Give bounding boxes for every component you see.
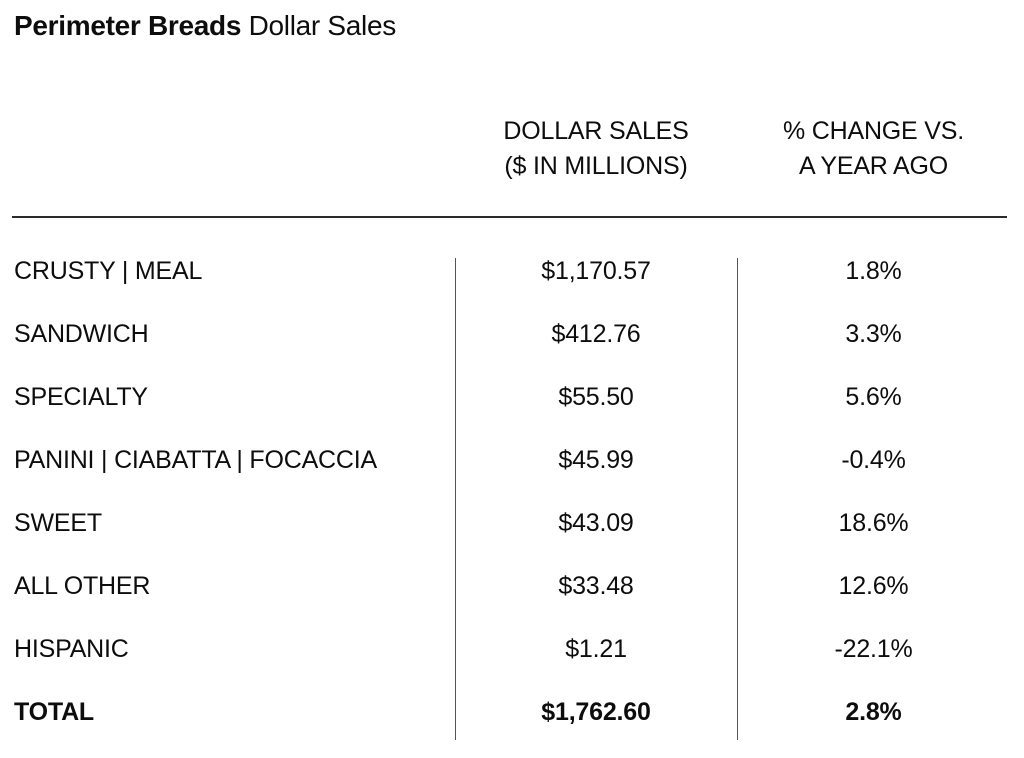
- pct-change-cell: -0.4%: [841, 446, 906, 474]
- table-row-total: TOTAL $1,762.60 2.8%: [0, 681, 1024, 744]
- table-row: SPECIALTY $55.50 5.6%: [0, 366, 1024, 429]
- dollar-sales-cell: $1,762.60: [541, 698, 651, 726]
- pct-change-cell: 2.8%: [845, 698, 902, 726]
- table-row: PANINI | CIABATTA | FOCACCIA $45.99 -0.4…: [0, 429, 1024, 492]
- column-header-dollar-sales: DOLLAR SALES ($ IN MILLIONS): [455, 114, 737, 184]
- pct-change-cell: 3.3%: [845, 320, 902, 348]
- page-title: Perimeter Breads Dollar Sales: [14, 10, 396, 42]
- column-header-pct-change-line2: A YEAR AGO: [798, 152, 948, 180]
- category-cell: SWEET: [14, 509, 102, 537]
- dollar-sales-cell: $33.48: [558, 572, 634, 600]
- pct-change-cell: 1.8%: [845, 257, 902, 285]
- pct-change-cell: 12.6%: [838, 572, 909, 600]
- column-divider-1: [455, 258, 456, 740]
- pct-change-cell: 18.6%: [838, 509, 909, 537]
- column-header-dollar-sales-line2: ($ IN MILLIONS): [504, 152, 688, 180]
- table-row: SANDWICH $412.76 3.3%: [0, 303, 1024, 366]
- pct-change-cell: -22.1%: [834, 635, 913, 663]
- category-cell: SANDWICH: [14, 320, 149, 348]
- header-spacer: [0, 114, 455, 184]
- category-cell: SPECIALTY: [14, 383, 148, 411]
- table-row: CRUSTY | MEAL $1,170.57 1.8%: [0, 240, 1024, 303]
- dollar-sales-cell: $43.09: [558, 509, 634, 537]
- table-row: ALL OTHER $33.48 12.6%: [0, 555, 1024, 618]
- page-title-suffix: Dollar Sales: [241, 10, 397, 41]
- dollar-sales-cell: $1,170.57: [541, 257, 651, 285]
- category-cell: HISPANIC: [14, 635, 129, 663]
- column-divider-2: [737, 258, 738, 740]
- category-cell: CRUSTY | MEAL: [14, 257, 203, 285]
- table-row: HISPANIC $1.21 -22.1%: [0, 618, 1024, 681]
- page-title-brand: Perimeter Breads: [14, 10, 242, 41]
- dollar-sales-cell: $45.99: [558, 446, 634, 474]
- header-rule: [12, 216, 1007, 218]
- table-header-row: DOLLAR SALES ($ IN MILLIONS) % CHANGE VS…: [0, 114, 1024, 184]
- column-header-dollar-sales-line1: DOLLAR SALES: [503, 117, 689, 145]
- column-header-pct-change-line1: % CHANGE VS.: [783, 117, 964, 145]
- table-body: CRUSTY | MEAL $1,170.57 1.8% SANDWICH $4…: [0, 240, 1024, 744]
- dollar-sales-cell: $55.50: [558, 383, 634, 411]
- category-cell: TOTAL: [14, 698, 95, 726]
- category-cell: PANINI | CIABATTA | FOCACCIA: [14, 446, 377, 474]
- column-header-pct-change: % CHANGE VS. A YEAR AGO: [737, 114, 1010, 184]
- pct-change-cell: 5.6%: [845, 383, 902, 411]
- table-row: SWEET $43.09 18.6%: [0, 492, 1024, 555]
- dollar-sales-cell: $412.76: [551, 320, 641, 348]
- dollar-sales-cell: $1.21: [565, 635, 627, 663]
- category-cell: ALL OTHER: [14, 572, 151, 600]
